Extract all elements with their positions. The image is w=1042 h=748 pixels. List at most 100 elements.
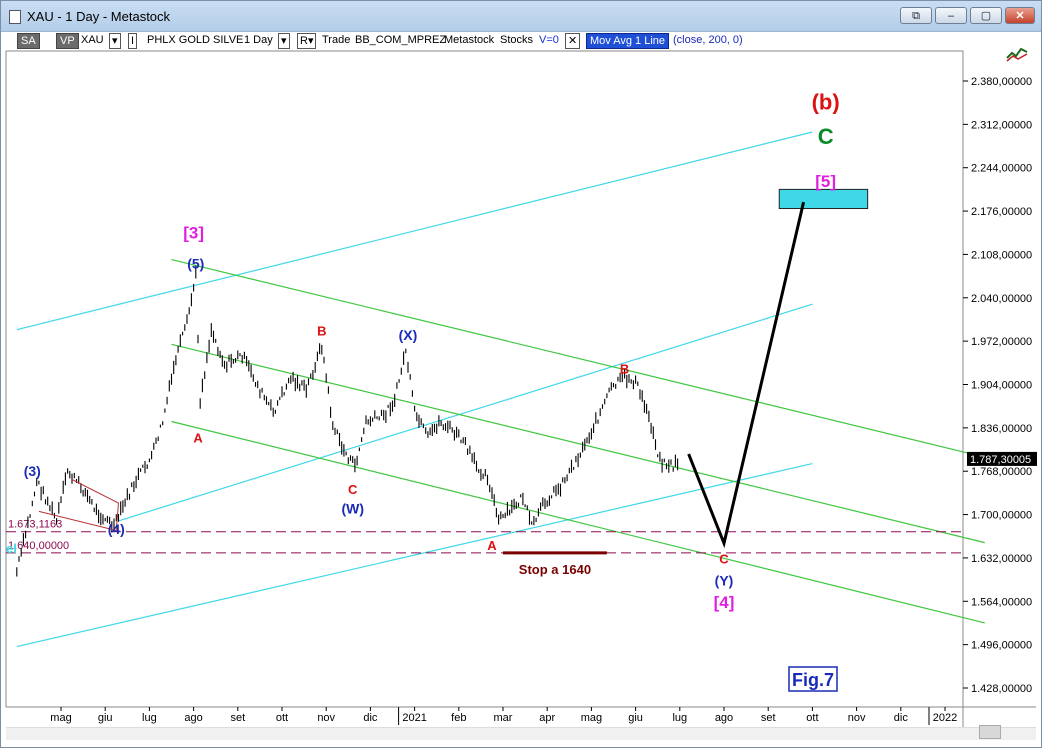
y-tick-label: 1.700,00000: [971, 510, 1032, 522]
volume-label: V=0: [539, 34, 559, 46]
wave-label: [4]: [714, 593, 735, 612]
x-tick-label: dic: [894, 712, 909, 724]
y-tick-label: 1.632,00000: [971, 553, 1032, 565]
wave-label: (5): [187, 256, 204, 272]
platform-label: Metastock: [444, 34, 495, 46]
target-box: [778, 188, 869, 210]
vp-button[interactable]: VP: [56, 33, 79, 49]
wave-label: (X): [399, 327, 418, 343]
wave-label: (Y): [715, 573, 734, 589]
y-tick-label: 2.312,00000: [971, 119, 1032, 131]
left-fragment-label: el: [6, 541, 17, 556]
wave-label: A: [487, 538, 497, 553]
y-tick-label: 1.836,00000: [971, 423, 1032, 435]
info-button[interactable]: I: [128, 33, 138, 49]
restore-all-button[interactable]: ⧉: [900, 7, 932, 24]
x-tick-label: apr: [539, 712, 555, 724]
plot-area: [5, 50, 964, 708]
stop-label: Stop a 1640: [519, 562, 591, 577]
figure-label-box: [788, 666, 838, 692]
maximize-button[interactable]: ▢: [970, 7, 1002, 24]
y-tick-label: 1.564,00000: [971, 596, 1032, 608]
wave-label: C: [348, 482, 358, 497]
security-name: PHLX GOLD SILVE: [147, 34, 244, 46]
y-tick-label: 2.176,00000: [971, 206, 1032, 218]
green-channel-line: [171, 420, 985, 624]
cyan-channel-line: [118, 303, 813, 522]
x-tick-label: lug: [142, 712, 157, 724]
level-label: 1.673,1163: [8, 519, 62, 531]
cyan-channel-line: [16, 462, 813, 648]
figure-label: Fig.7: [792, 670, 834, 690]
wave-label: [5]: [815, 172, 836, 191]
green-channel-line: [171, 343, 985, 544]
green-channel-line: [171, 258, 985, 458]
x-tick-label: feb: [451, 712, 466, 724]
last-price-label: 1.787,30005: [970, 454, 1031, 466]
document-icon: [9, 10, 21, 24]
x-tick-label: giu: [98, 712, 113, 724]
wave-label: [3]: [183, 223, 204, 242]
periodicity-label: 1 Day: [244, 34, 273, 46]
x-tick-label: ott: [806, 712, 818, 724]
y-tick-label: 1.768,00000: [971, 466, 1032, 478]
x-tick-label: mag: [50, 712, 71, 724]
wave-label: (W): [341, 500, 364, 516]
x-tick-label: mar: [494, 712, 513, 724]
horizontal-scrollbar[interactable]: [6, 727, 1036, 740]
symbol-dropdown[interactable]: ▾: [109, 33, 121, 49]
wave-label: (b): [812, 89, 840, 114]
trade-label[interactable]: Trade: [322, 34, 351, 46]
wave-label: (3): [24, 463, 41, 479]
x-tick-label: giu: [628, 712, 643, 724]
y-tick-label: 2.040,00000: [971, 293, 1032, 305]
indicator-params: (close, 200, 0): [673, 34, 743, 46]
x-tick-label: ago: [184, 712, 202, 724]
wave-label: C: [719, 552, 729, 567]
x-tick-label: mag: [581, 712, 602, 724]
sa-button[interactable]: SA: [17, 33, 40, 49]
x-tick-label: lug: [672, 712, 687, 724]
chart-toolbar: SA VP XAU ▾ I PHLX GOLD SILVE 1 Day ▾ R▾…: [1, 31, 1041, 49]
triangle-pattern: [38, 479, 119, 532]
title-bar: XAU - 1 Day - Metastock ⧉ – ▢ ✕: [1, 1, 1041, 32]
x-tick-label: 2022: [933, 712, 957, 724]
window-title: XAU - 1 Day - Metastock: [27, 9, 171, 24]
wave-label: A: [193, 430, 203, 445]
y-tick-label: 2.380,00000: [971, 76, 1032, 88]
y-tick-label: 1.904,00000: [971, 380, 1032, 392]
cyan-channel-line: [16, 131, 813, 331]
minimize-button[interactable]: –: [935, 7, 967, 24]
x-tick-label: nov: [317, 712, 335, 724]
remove-indicator-button[interactable]: ✕: [565, 33, 581, 49]
scrollbar-thumb[interactable]: [979, 725, 1001, 739]
projection-path: [687, 201, 806, 549]
chart-tools-icon[interactable]: [1006, 44, 1028, 62]
periodicity-dropdown[interactable]: ▾: [278, 33, 290, 49]
x-tick-label: set: [230, 712, 245, 724]
x-tick-label: dic: [363, 712, 378, 724]
wave-label: (4): [108, 521, 125, 537]
x-tick-label: ago: [715, 712, 733, 724]
x-tick-label: ott: [276, 712, 288, 724]
price-bars: [16, 265, 679, 577]
y-tick-label: 2.108,00000: [971, 249, 1032, 261]
symbol-label: XAU: [81, 34, 104, 46]
wave-label: B: [317, 323, 326, 338]
x-tick-label: 2021: [402, 712, 426, 724]
wave-label: C: [818, 124, 834, 149]
y-tick-label: 2.244,00000: [971, 163, 1032, 175]
refresh-dropdown[interactable]: R▾: [297, 33, 317, 49]
close-button[interactable]: ✕: [1005, 7, 1035, 24]
indicator-label[interactable]: Mov Avg 1 Line: [586, 33, 670, 49]
system-label: BB_COM_MPREZ: [355, 34, 447, 46]
x-tick-label: set: [761, 712, 776, 724]
level-label: 1.640,00000: [8, 540, 69, 552]
y-tick-label: 1.428,00000: [971, 683, 1032, 695]
wave-label: B: [620, 362, 629, 377]
group-label: Stocks: [500, 34, 534, 46]
y-tick-label: 1.496,00000: [971, 640, 1032, 652]
last-price-box: [967, 451, 1037, 466]
